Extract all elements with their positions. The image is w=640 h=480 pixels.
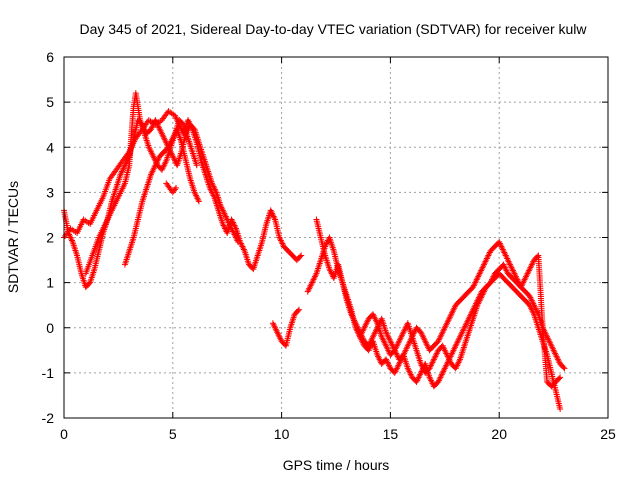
data-point (557, 374, 564, 381)
data-point (298, 252, 305, 259)
x-tick-label: 0 (60, 426, 68, 442)
y-tick-label: 6 (46, 49, 54, 65)
data-point (561, 365, 568, 372)
data-point (556, 375, 563, 382)
y-tick-label: 2 (46, 230, 54, 246)
data-point (294, 307, 301, 314)
data-points (61, 90, 568, 412)
x-tick-label: 20 (491, 426, 507, 442)
chart-title: Day 345 of 2021, Sidereal Day-to-day VTE… (79, 21, 587, 37)
data-point (534, 253, 541, 260)
y-tick-label: 4 (46, 139, 54, 155)
data-point (235, 239, 242, 246)
x-tick-label: 10 (274, 426, 290, 442)
data-point (297, 253, 304, 260)
data-point (557, 405, 564, 412)
x-axis-label: GPS time / hours (283, 457, 390, 473)
data-point (296, 306, 303, 313)
data-point (195, 198, 202, 205)
x-tick-label: 15 (383, 426, 399, 442)
y-tick-label: 1 (46, 275, 54, 291)
y-tick-label: 5 (46, 94, 54, 110)
x-tick-label: 25 (600, 426, 616, 442)
y-tick-label: 3 (46, 184, 54, 200)
y-axis-label: SDTVAR / TECUs (5, 181, 21, 293)
data-point (193, 162, 200, 169)
grid-lines (64, 57, 608, 418)
y-tick-labels: -2 -1 0 1 2 3 4 5 6 (42, 49, 55, 426)
y-tick-label: -1 (42, 365, 55, 381)
y-tick-label: -2 (42, 410, 55, 426)
y-tick-label: 0 (46, 320, 54, 336)
plot-border (63, 56, 609, 419)
data-point (173, 184, 180, 191)
x-tick-labels: 0 5 10 15 20 25 (60, 426, 616, 442)
x-tick-label: 5 (169, 426, 177, 442)
data-point (560, 364, 567, 371)
